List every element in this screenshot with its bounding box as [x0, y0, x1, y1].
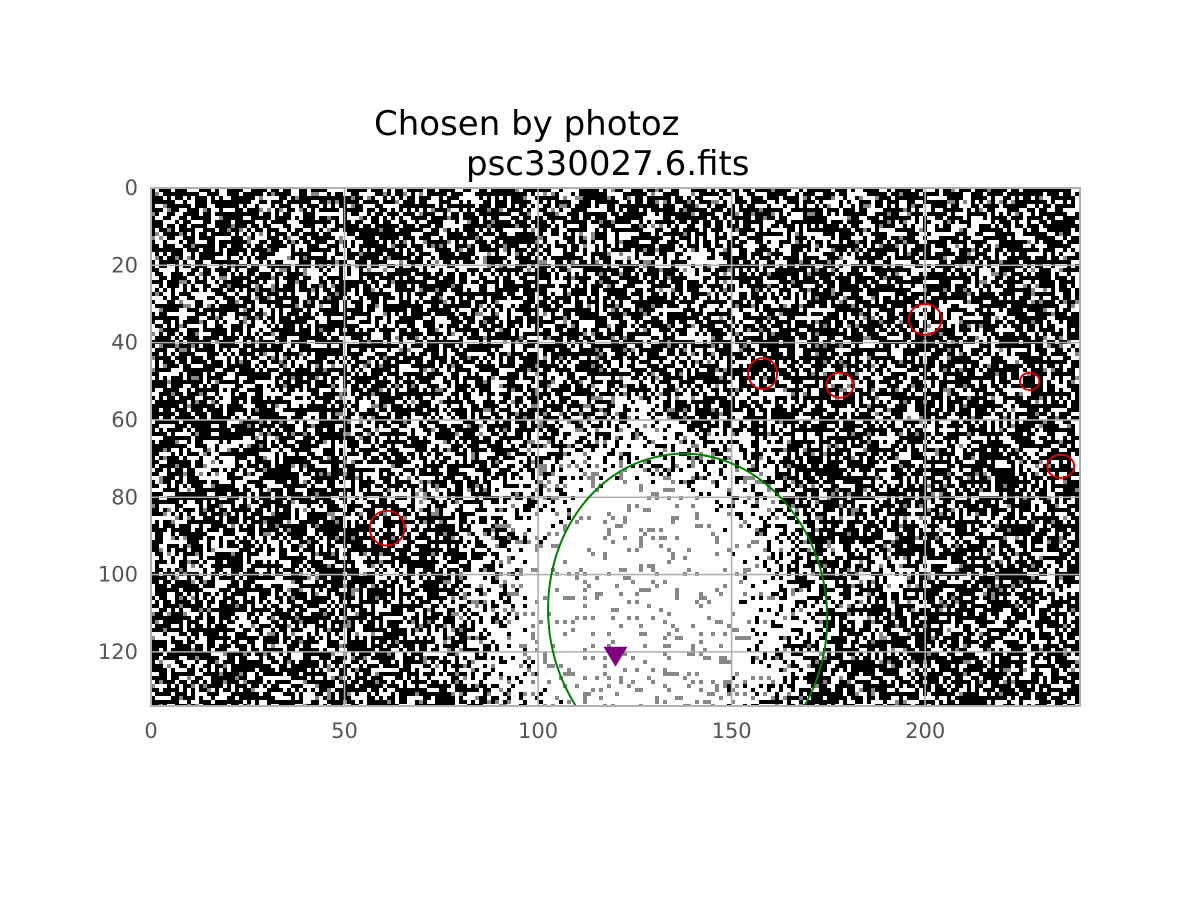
x-tick-label-100: 100 — [518, 719, 558, 743]
grid — [151, 188, 1080, 706]
source-ellipse-0 — [368, 509, 406, 547]
target-marker — [603, 646, 628, 667]
y-tick-label-100: 100 — [98, 563, 138, 587]
y-tick-label-120: 120 — [98, 640, 138, 664]
y-axis-ticks: 0 20 40 60 80 100 120 — [98, 176, 138, 664]
x-tick-label-50: 50 — [331, 719, 358, 743]
source-ellipse-3 — [907, 302, 943, 336]
y-tick-label-0: 0 — [125, 176, 138, 200]
x-tick-label-200: 200 — [905, 719, 945, 743]
y-tick-label-40: 40 — [111, 331, 138, 355]
x-tick-label-150: 150 — [712, 719, 752, 743]
x-axis-ticks: 0 50 100 150 200 — [144, 719, 945, 743]
source-ellipse-4 — [1019, 371, 1041, 391]
source-ellipse-5 — [1046, 453, 1076, 479]
source-ellipse-2 — [825, 371, 855, 399]
chart-title-line-2: psc330027.6.fits — [466, 144, 750, 184]
y-tick-label-80: 80 — [111, 485, 138, 509]
axes-frame — [150, 187, 1081, 707]
y-tick-label-20: 20 — [111, 253, 138, 277]
overlays — [368, 302, 1076, 706]
source-ellipse-1 — [747, 357, 779, 391]
chosen-galaxy-ellipse — [547, 452, 829, 706]
y-tick-label-60: 60 — [111, 408, 138, 432]
x-tick-label-0: 0 — [144, 719, 157, 743]
chart-title-line-1: Chosen by photoz — [374, 104, 680, 144]
